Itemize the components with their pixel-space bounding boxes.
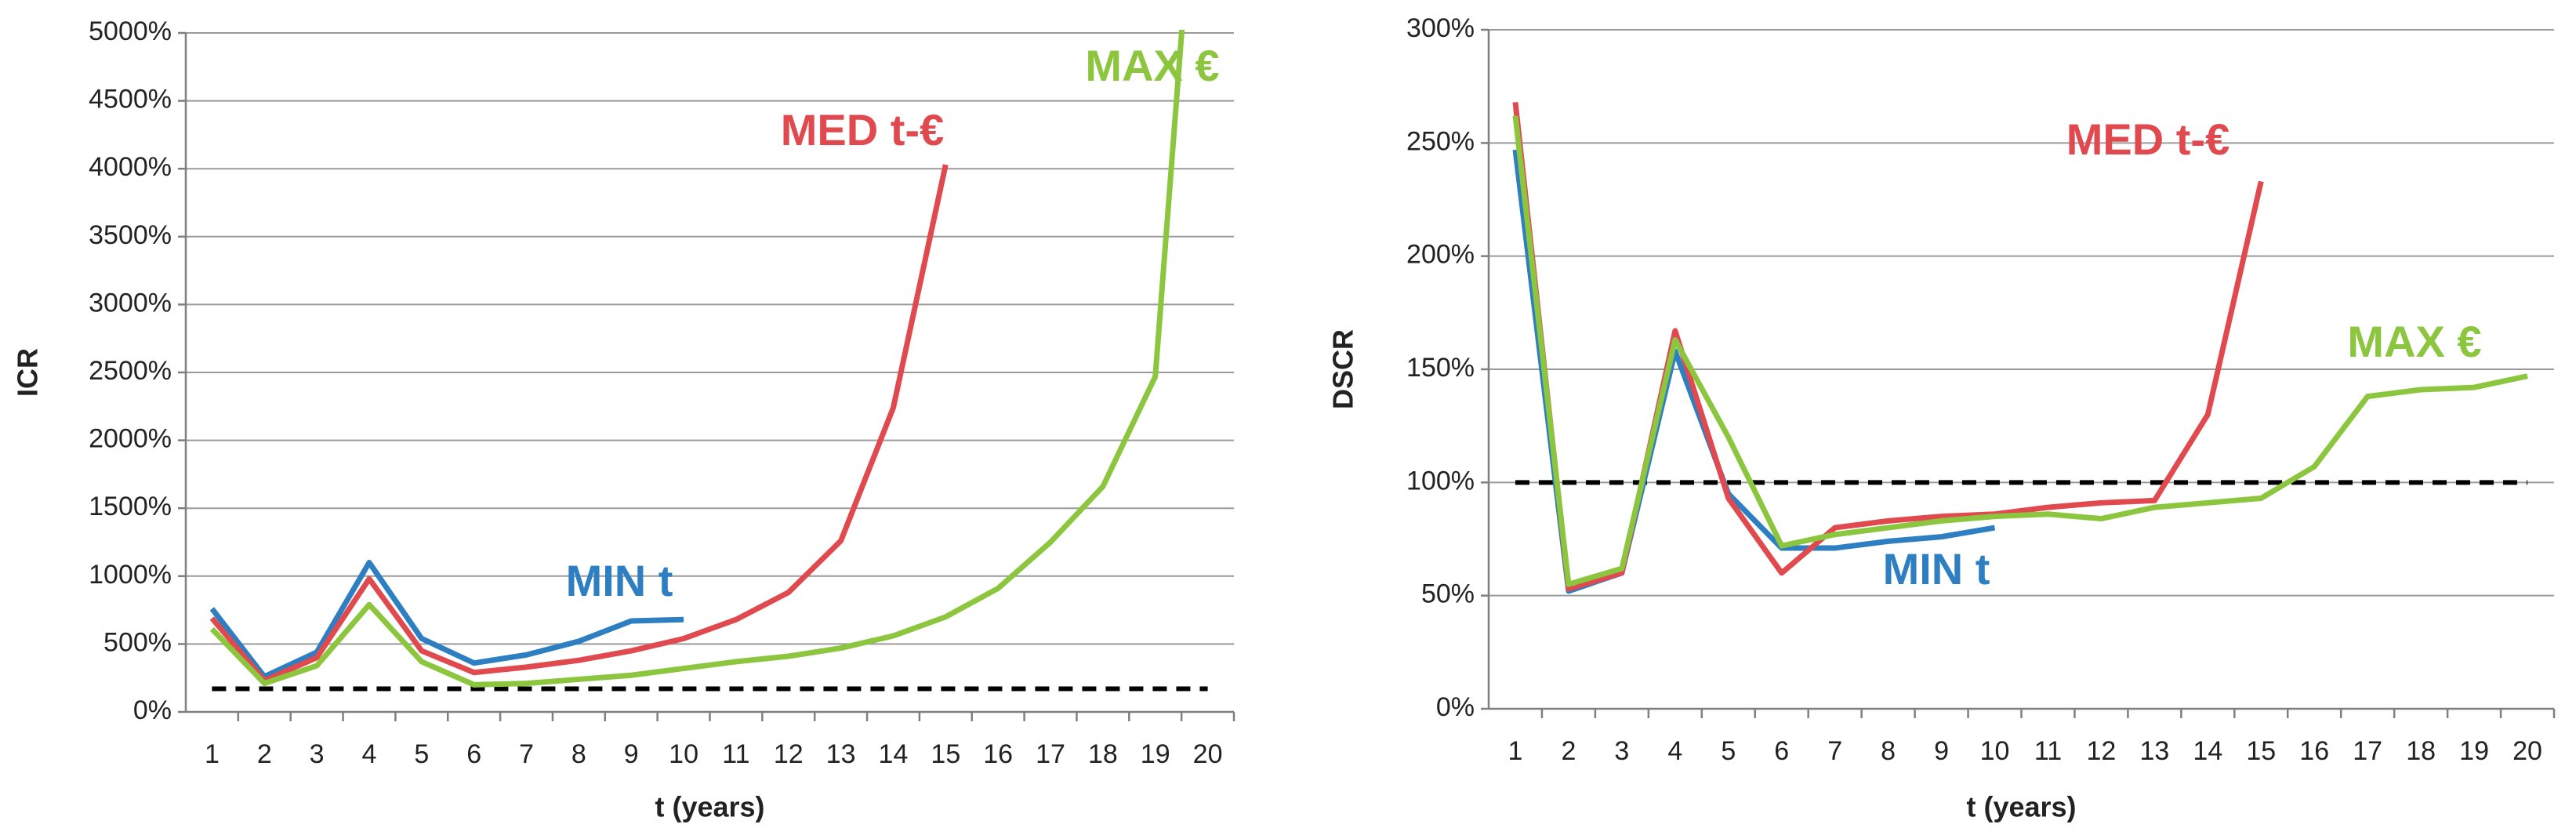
x-tick-label: 20 [1193, 739, 1223, 769]
x-tick-label: 16 [983, 739, 1013, 769]
series-line [209, 559, 684, 680]
x-tick-label: 18 [1088, 739, 1118, 769]
x-tick-label: 7 [1827, 736, 1842, 766]
y-tick-label: 1500% [89, 492, 172, 521]
x-tick-label: 10 [669, 739, 698, 769]
y-tick-label: 3500% [89, 220, 172, 250]
series-line [209, 30, 1185, 688]
x-tick-label: 8 [571, 739, 586, 769]
y-tick-label: 500% [103, 627, 172, 657]
y-tick-label: 100% [1406, 466, 1475, 496]
x-axis-title: t (years) [655, 791, 764, 823]
y-tick-label: 4000% [89, 152, 172, 182]
x-tick-label: 5 [414, 739, 429, 769]
x-tick-label: 9 [1934, 736, 1949, 766]
series-label: MIN t [566, 556, 673, 605]
x-tick-label: 6 [466, 739, 481, 769]
x-tick-label: 13 [2139, 736, 2169, 766]
series-label: MAX € [2347, 317, 2481, 366]
x-tick-label: 19 [2459, 736, 2489, 766]
x-tick-label: 20 [2513, 736, 2542, 766]
x-tick-label: 17 [2353, 736, 2382, 766]
x-tick-label: 3 [1614, 736, 1629, 766]
y-tick-label: 150% [1406, 353, 1475, 383]
x-tick-label: 15 [931, 739, 960, 769]
x-tick-label: 6 [1774, 736, 1789, 766]
x-axis-title: t (years) [1966, 791, 2076, 823]
x-tick-label: 12 [2087, 736, 2117, 766]
x-tick-label: 14 [879, 739, 909, 769]
y-tick-label: 200% [1406, 240, 1475, 270]
x-tick-label: 17 [1036, 739, 1065, 769]
series-line [209, 164, 949, 684]
y-tick-label: 300% [1406, 13, 1475, 43]
series-label: MED t-€ [2066, 114, 2230, 164]
x-tick-label: 4 [1667, 736, 1682, 766]
y-axis-title: ICR [12, 348, 44, 397]
y-tick-label: 50% [1421, 579, 1475, 609]
x-tick-label: 11 [722, 739, 749, 769]
x-tick-label: 16 [2299, 736, 2329, 766]
y-tick-label: 3000% [89, 288, 172, 318]
plot-area [1512, 101, 2528, 594]
x-tick-label: 19 [1141, 739, 1170, 769]
y-tick-label: 2500% [89, 356, 172, 386]
y-tick-label: 5000% [89, 16, 172, 46]
x-tick-label: 15 [2246, 736, 2276, 766]
x-tick-label: 3 [310, 739, 325, 769]
y-tick-label: 0% [1436, 692, 1475, 722]
plot-area [209, 30, 1185, 688]
y-axis-title: DSCR [1327, 329, 1359, 409]
x-tick-label: 11 [2034, 736, 2062, 766]
x-tick-label: 4 [362, 739, 377, 769]
x-tick-label: 12 [774, 739, 804, 769]
x-tick-label: 13 [826, 739, 856, 769]
y-tick-label: 1000% [89, 560, 172, 590]
x-tick-label: 14 [2193, 736, 2222, 766]
y-tick-label: 2000% [89, 424, 172, 454]
x-tick-label: 1 [1508, 736, 1523, 766]
series-line [1512, 115, 2528, 587]
x-tick-label: 8 [1881, 736, 1896, 766]
x-tick-label: 1 [205, 739, 220, 769]
x-tick-label: 10 [1980, 736, 2010, 766]
series-label: MAX € [1085, 41, 1219, 90]
series-label: MED t-€ [781, 105, 944, 154]
x-tick-label: 2 [1561, 736, 1576, 766]
x-tick-label: 9 [624, 739, 639, 769]
y-tick-label: 0% [133, 695, 172, 725]
x-tick-label: 7 [519, 739, 534, 769]
x-tick-label: 18 [2406, 736, 2436, 766]
x-tick-label: 2 [257, 739, 272, 769]
series-line [1512, 101, 2264, 592]
y-tick-label: 4500% [89, 85, 172, 114]
y-tick-label: 250% [1406, 126, 1475, 156]
x-tick-label: 5 [1721, 736, 1736, 766]
series-label: MIN t [1883, 544, 1990, 594]
